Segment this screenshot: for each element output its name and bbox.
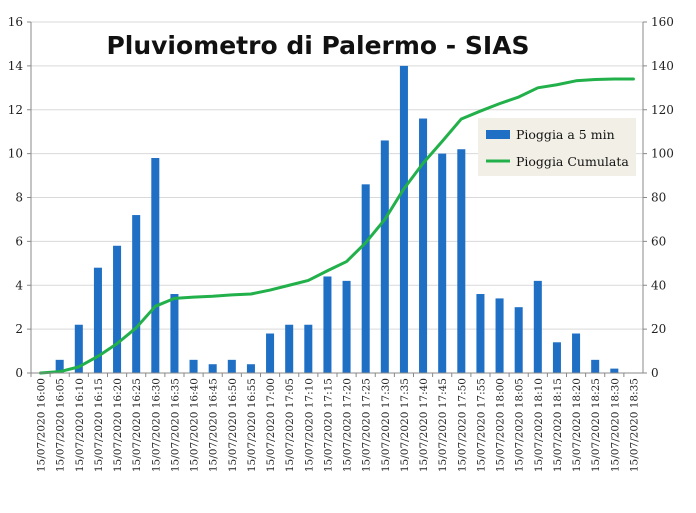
y2-tick-label: 0 xyxy=(651,366,659,380)
x-tick-label: 15/07/2020 17:15 xyxy=(322,378,334,472)
bar xyxy=(170,294,179,373)
bar xyxy=(208,364,217,373)
x-tick-label: 15/07/2020 18:15 xyxy=(552,378,564,472)
bar xyxy=(227,359,236,373)
legend-box xyxy=(478,118,636,176)
x-tick-label: 15/07/2020 17:55 xyxy=(475,378,487,472)
y2-tick-label: 40 xyxy=(651,278,666,292)
bar xyxy=(342,280,351,373)
bar xyxy=(438,153,447,373)
y-tick-label: 10 xyxy=(8,147,23,161)
bar xyxy=(132,215,141,373)
x-tick-label: 15/07/2020 17:20 xyxy=(342,378,354,472)
y2-tick-label: 140 xyxy=(651,59,674,73)
bar xyxy=(399,65,408,373)
x-tick-label: 15/07/2020 18:00 xyxy=(495,378,507,472)
bar xyxy=(495,298,504,373)
x-tick-label: 15/07/2020 16:10 xyxy=(74,378,86,472)
bar xyxy=(151,158,160,373)
x-tick-label: 15/07/2020 17:45 xyxy=(437,378,449,472)
bar xyxy=(361,184,370,373)
x-tick-label: 15/07/2020 17:25 xyxy=(361,378,373,472)
y-tick-label: 6 xyxy=(15,234,23,248)
y-tick-label: 12 xyxy=(8,103,23,117)
bar-series xyxy=(55,65,619,374)
x-tick-label: 15/07/2020 18:20 xyxy=(571,378,583,472)
legend-label-line: Pioggia Cumulata xyxy=(516,154,629,169)
right-y-tick-labels: 0 20 40 60 80 100 120 140 160 xyxy=(651,15,674,380)
x-tick-label: 15/07/2020 16:50 xyxy=(227,378,239,472)
bar xyxy=(304,324,313,373)
legend: Pioggia a 5 min Pioggia Cumulata xyxy=(478,118,636,176)
x-tick-label: 15/07/2020 17:50 xyxy=(456,378,468,472)
cumulative-line xyxy=(39,77,635,375)
x-tick-label: 15/07/2020 18:10 xyxy=(533,378,545,472)
bar xyxy=(552,342,561,373)
y2-tick-label: 120 xyxy=(651,103,674,117)
x-tick-label: 15/07/2020 18:35 xyxy=(628,378,640,472)
y-tick-label: 2 xyxy=(15,322,23,336)
bar xyxy=(189,359,198,373)
bar xyxy=(266,333,275,373)
bar xyxy=(591,359,600,373)
chart-title: Pluviometro di Palermo - SIAS xyxy=(106,31,529,60)
x-tick-label: 15/07/2020 16:45 xyxy=(208,378,220,472)
y2-tick-label: 20 xyxy=(651,322,666,336)
bar xyxy=(285,324,294,373)
y-tick-label: 14 xyxy=(8,59,24,73)
bar xyxy=(514,307,523,373)
bar xyxy=(419,118,428,374)
x-tick-label: 15/07/2020 16:05 xyxy=(55,378,67,472)
x-tick-label: 15/07/2020 17:05 xyxy=(284,378,296,472)
x-tick-label: 15/07/2020 17:00 xyxy=(265,378,277,472)
bar xyxy=(113,245,122,373)
bar xyxy=(476,294,485,373)
y-tick-label: 8 xyxy=(15,191,23,205)
bar xyxy=(610,368,619,373)
x-tick-label: 15/07/2020 16:55 xyxy=(246,378,258,472)
x-tick-label: 15/07/2020 17:40 xyxy=(418,378,430,472)
y-tick-label: 16 xyxy=(8,15,23,29)
bar xyxy=(380,140,389,373)
legend-label-bar: Pioggia a 5 min xyxy=(516,127,615,142)
x-tick-label: 15/07/2020 16:00 xyxy=(36,378,48,472)
x-tick-labels: 15/07/2020 16:00 15/07/2020 16:05 15/07/20… xyxy=(36,378,641,472)
bar xyxy=(323,276,332,373)
axes xyxy=(30,22,644,377)
x-tick-label: 15/07/2020 17:30 xyxy=(380,378,392,472)
x-tick-label: 15/07/2020 18:30 xyxy=(609,378,621,472)
y-tick-label: 4 xyxy=(15,278,23,292)
bar xyxy=(457,149,466,373)
x-tick-label: 15/07/2020 17:10 xyxy=(303,378,315,472)
bar xyxy=(246,364,255,373)
y-tick-label: 0 xyxy=(15,366,23,380)
bar xyxy=(74,324,83,373)
x-tick-label: 15/07/2020 16:25 xyxy=(131,378,143,472)
bar xyxy=(533,280,542,373)
legend-swatch-bar xyxy=(486,130,510,139)
x-tick-label: 15/07/2020 16:30 xyxy=(150,378,162,472)
y2-tick-label: 60 xyxy=(651,234,666,248)
bar xyxy=(55,359,64,373)
bar xyxy=(572,333,581,373)
x-tick-label: 15/07/2020 16:40 xyxy=(189,378,201,472)
x-tick-label: 15/07/2020 18:25 xyxy=(590,378,602,472)
x-tick-label: 15/07/2020 16:15 xyxy=(93,378,105,472)
x-tick-label: 15/07/2020 18:05 xyxy=(514,378,526,472)
y2-tick-label: 160 xyxy=(651,15,674,29)
y2-tick-label: 80 xyxy=(651,191,666,205)
bar xyxy=(93,267,102,373)
y2-tick-label: 100 xyxy=(651,147,674,161)
x-tick-label: 15/07/2020 16:35 xyxy=(169,378,181,472)
x-tick-label: 15/07/2020 16:20 xyxy=(112,378,124,472)
x-tick-label: 15/07/2020 17:35 xyxy=(399,378,411,472)
left-y-tick-labels: 0 2 4 6 8 10 12 14 16 xyxy=(8,15,24,380)
